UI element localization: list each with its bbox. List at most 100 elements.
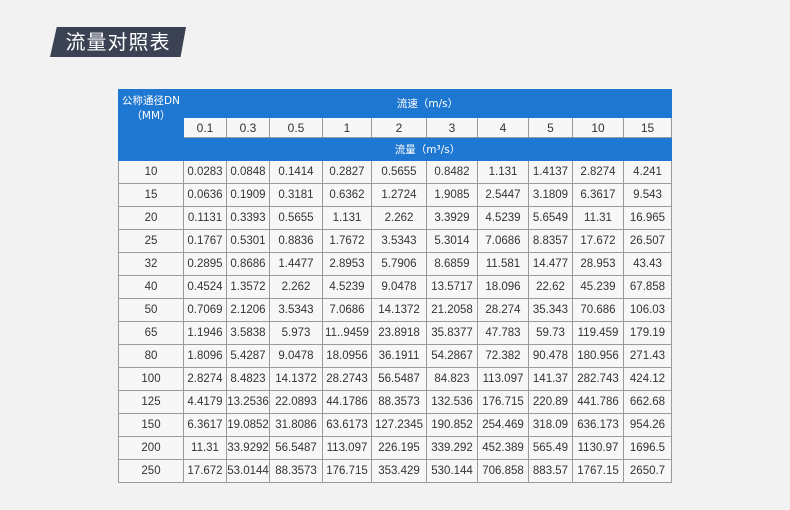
flow-cell: 8.4823 [226,367,270,391]
dn-cell: 125 [118,390,184,414]
velocity-cell: 10 [572,117,624,138]
table-row: 50 0.7069 2.1206 3.5343 7.0686 14.1372 21.2058… [118,298,672,322]
dn-header-line1: 公称通径DN [122,95,180,107]
flow-cell: 0.5301 [226,229,270,253]
flow-cell: 0.5655 [269,206,323,230]
flow-cell: 0.2827 [322,160,372,184]
flow-cell: 2.262 [269,275,323,299]
flow-cell: 636.173 [572,413,624,437]
flow-cell: 13.5717 [426,275,478,299]
flow-cell: 954.26 [623,413,672,437]
table-row: 250 17.672 53.0144 88.3573 176.715 353.429 530… [118,459,672,483]
flow-cell: 21.2058 [426,298,478,322]
flow-cell: 226.195 [371,436,427,460]
flow-cell: 63.6173 [322,413,372,437]
flow-cell: 1.1946 [183,321,227,345]
dn-cell: 25 [118,229,184,253]
flow-cell: 132.536 [426,390,478,414]
flow-cell: 353.429 [371,459,427,483]
flow-cell: 2.262 [371,206,427,230]
velocity-cell: 3 [426,117,478,138]
flow-cell: 1.3572 [226,275,270,299]
flow-cell: 59.73 [528,321,573,345]
flow-cell: 0.0283 [183,160,227,184]
flow-cell: 2.8274 [572,160,624,184]
flow-cell: 271.43 [623,344,672,368]
flow-cell: 119.459 [572,321,624,345]
velocity-cell: 5 [528,117,573,138]
flow-cell: 8.8357 [528,229,573,253]
dn-cell: 100 [118,367,184,391]
dn-cell: 32 [118,252,184,276]
flow-cell: 113.097 [322,436,372,460]
flow-cell: 3.5343 [371,229,427,253]
flow-cell: 339.292 [426,436,478,460]
flow-cell: 0.0636 [183,183,227,207]
table-row: 32 0.2895 0.8686 1.4477 2.8953 5.7906 8.6859 11… [118,252,672,276]
flow-cell: 72.382 [477,344,529,368]
flow-cell: 179.19 [623,321,672,345]
flow-cell: 84.823 [426,367,478,391]
flow-cell: 5.3014 [426,229,478,253]
flow-cell: 5.7906 [371,252,427,276]
flow-cell: 0.3393 [226,206,270,230]
flow-cell: 706.858 [477,459,529,483]
flow-cell: 0.5655 [371,160,427,184]
flow-cell: 176.715 [477,390,529,414]
flow-cell: 1.7672 [322,229,372,253]
flow-cell: 424.12 [623,367,672,391]
flow-cell: 1696.5 [623,436,672,460]
flow-cell: 0.2895 [183,252,227,276]
velocity-cell: 0.3 [226,117,270,138]
flow-cell: 33.9292 [226,436,270,460]
flow-cell: 18.0956 [322,344,372,368]
velocity-header: 流速（m/s） [183,89,672,118]
flow-cell: 3.5343 [269,298,323,322]
flow-cell: 0.8686 [226,252,270,276]
flow-cell: 662.68 [623,390,672,414]
flow-cell: 1.9085 [426,183,478,207]
flow-cell: 1130.97 [572,436,624,460]
flow-cell: 90.478 [528,344,573,368]
flow-cell: 1.131 [322,206,372,230]
flow-cell: 28.2743 [322,367,372,391]
flow-cell: 26.507 [623,229,672,253]
flow-cell: 282.743 [572,367,624,391]
flow-cell: 1.2724 [371,183,427,207]
flow-cell: 13.2536 [226,390,270,414]
table-row: 125 4.4179 13.2536 22.0893 44.1786 88.3573 132… [118,390,672,414]
flow-cell: 6.3617 [183,413,227,437]
flow-cell: 254.469 [477,413,529,437]
flow-cell: 11.31 [572,206,624,230]
flow-cell: 88.3573 [371,390,427,414]
flow-cell: 180.956 [572,344,624,368]
page-title: 流量对照表 [50,27,186,57]
flow-cell: 9.0478 [269,344,323,368]
table-row: 10 0.0283 0.0848 0.1414 0.2827 0.5655 0.8482 1.… [118,160,672,184]
flow-cell: 8.6859 [426,252,478,276]
flow-cell: 1.8096 [183,344,227,368]
velocity-cell: 0.5 [269,117,323,138]
flow-cell: 22.0893 [269,390,323,414]
flow-cell: 7.0686 [322,298,372,322]
table-row: 200 11.31 33.9292 56.5487 113.097 226.195 339.… [118,436,672,460]
flow-cell: 43.43 [623,252,672,276]
flow-cell: 0.3181 [269,183,323,207]
flow-cell: 67.858 [623,275,672,299]
table-row: 100 2.8274 8.4823 14.1372 28.2743 56.5487 84.8… [118,367,672,391]
flow-cell: 11..9459 [322,321,372,345]
flow-cell: 35.8377 [426,321,478,345]
flow-cell: 4.5239 [477,206,529,230]
flow-cell: 11.31 [183,436,227,460]
flow-cell: 2.8274 [183,367,227,391]
flow-cell: 141.37 [528,367,573,391]
flow-cell: 441.786 [572,390,624,414]
flow-cell: 9.543 [623,183,672,207]
velocity-cell: 15 [623,117,672,138]
flow-cell: 106.03 [623,298,672,322]
flow-cell: 0.8482 [426,160,478,184]
flow-cell: 220.89 [528,390,573,414]
flow-cell: 28.953 [572,252,624,276]
flow-cell: 11.581 [477,252,529,276]
flow-table: 公称通径DN （MM） 流速（m/s） 0.1 0.3 0.5 1 2 3 4 5 10 15 流… [118,89,672,483]
